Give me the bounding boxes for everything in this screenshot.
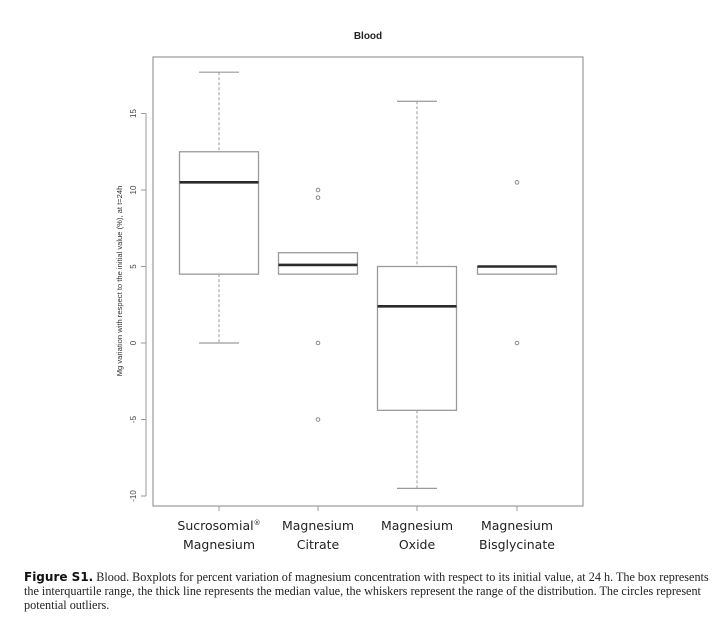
outlier-point — [315, 340, 321, 346]
outlier-point — [315, 417, 321, 422]
iqr-box — [178, 151, 260, 275]
outlier-point — [514, 340, 520, 346]
x-tick-label: Sucrosomial® — [177, 518, 260, 533]
y-tick-label: -5 — [129, 415, 138, 423]
x-tick-label: Oxide — [399, 537, 436, 552]
iqr-box — [376, 265, 458, 411]
y-tick-label: 5 — [129, 264, 138, 269]
x-tick-label: Magnesium — [381, 518, 453, 533]
box-1 — [277, 187, 359, 422]
y-axis: -10 -5 0 5 10 15 — [129, 109, 147, 502]
y-tick-label: 15 — [129, 109, 138, 118]
box-3 — [476, 180, 558, 346]
x-tick-label: Magnesium — [183, 537, 255, 552]
chart-title: Blood — [354, 31, 382, 42]
outlier-point — [514, 180, 520, 185]
box-2 — [376, 100, 458, 489]
x-tick-label: Citrate — [297, 537, 340, 552]
boxplot-series — [178, 71, 558, 489]
x-tick-label: Magnesium — [481, 518, 553, 533]
outlier-point — [315, 195, 321, 200]
x-tick-label: Magnesium — [282, 518, 354, 533]
y-tick-label: 0 — [129, 340, 138, 345]
boxplot-chart: Blood -10 -5 0 5 10 15 Mg variation with resp… — [115, 31, 584, 552]
x-axis: Sucrosomial® Magnesium Magnesium Citrate Mag… — [177, 506, 555, 552]
plot-frame — [152, 56, 584, 507]
iqr-box — [277, 252, 359, 275]
box-0 — [178, 71, 260, 344]
caption-text: Blood. Boxplots for percent variation of… — [24, 570, 709, 612]
figure-caption: Figure S1. Blood. Boxplots for percent v… — [24, 570, 714, 612]
x-tick-label: Bisglycinate — [479, 537, 555, 552]
y-tick-label: -10 — [129, 490, 138, 502]
y-tick-label: 10 — [129, 185, 138, 194]
outlier-point — [315, 187, 321, 193]
y-axis-label: Mg variation with respect to the initial… — [115, 186, 124, 377]
figure-label: Figure S1. — [24, 570, 94, 584]
